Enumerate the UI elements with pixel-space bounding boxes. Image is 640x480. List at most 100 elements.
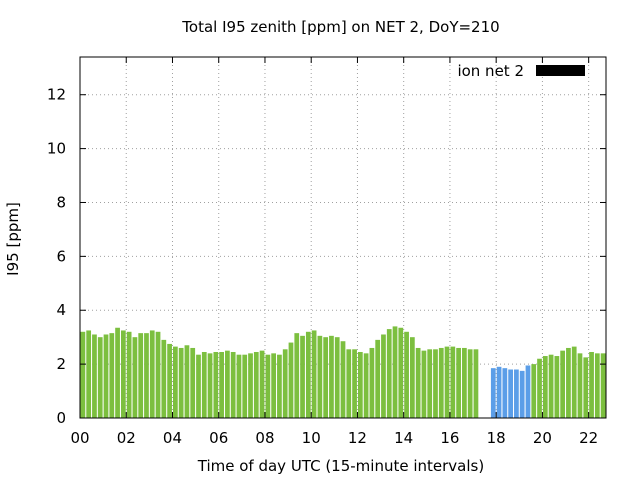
bar bbox=[421, 350, 427, 418]
bar bbox=[537, 358, 542, 418]
bar bbox=[357, 351, 363, 418]
bar bbox=[496, 366, 502, 418]
bar bbox=[386, 329, 392, 418]
grid bbox=[80, 57, 606, 418]
bar bbox=[462, 347, 467, 418]
bar bbox=[554, 356, 560, 418]
bar bbox=[109, 333, 115, 418]
x-tick-label: 14 bbox=[394, 429, 413, 447]
bar bbox=[363, 353, 369, 418]
bar bbox=[294, 333, 300, 418]
bar bbox=[519, 370, 525, 418]
y-axis-label: I95 [ppm] bbox=[4, 202, 22, 276]
bar bbox=[305, 331, 311, 418]
bar bbox=[473, 349, 479, 418]
y-tick-label: 2 bbox=[56, 355, 66, 373]
bar bbox=[346, 349, 352, 418]
y-tick-label: 0 bbox=[56, 409, 66, 427]
x-tick-label: 22 bbox=[579, 429, 598, 447]
bar bbox=[253, 351, 259, 418]
bar bbox=[571, 346, 577, 418]
bar bbox=[201, 351, 207, 418]
bar bbox=[178, 347, 184, 418]
bar bbox=[213, 351, 219, 418]
bar bbox=[323, 337, 329, 418]
bar bbox=[409, 337, 415, 418]
bar bbox=[184, 345, 190, 418]
bar bbox=[149, 330, 155, 418]
x-tick-label: 16 bbox=[440, 429, 459, 447]
bar bbox=[300, 335, 305, 418]
bar bbox=[369, 347, 375, 418]
bar bbox=[514, 369, 519, 418]
bar bbox=[589, 351, 594, 418]
bar bbox=[173, 346, 178, 418]
bar bbox=[259, 350, 265, 418]
bar bbox=[375, 339, 381, 418]
x-tick-label: 06 bbox=[209, 429, 228, 447]
bar bbox=[334, 337, 340, 418]
legend-label: ion net 2 bbox=[457, 62, 524, 80]
bar bbox=[542, 356, 548, 418]
x-tick-label: 02 bbox=[117, 429, 136, 447]
bar bbox=[502, 368, 508, 418]
bar bbox=[167, 343, 172, 418]
y-tick-label: 10 bbox=[47, 140, 66, 158]
y-tick-label: 4 bbox=[56, 301, 66, 319]
plot-frame bbox=[79, 56, 607, 419]
y-tick-label: 6 bbox=[56, 247, 66, 265]
bar bbox=[126, 331, 132, 418]
bar bbox=[600, 353, 606, 418]
bar bbox=[508, 369, 513, 418]
bar bbox=[317, 335, 323, 418]
bar bbox=[577, 353, 583, 418]
bar bbox=[548, 354, 554, 418]
bar bbox=[594, 353, 600, 418]
bar bbox=[248, 353, 253, 418]
bar bbox=[115, 327, 120, 418]
bar bbox=[311, 330, 317, 418]
x-tick-label: 18 bbox=[487, 429, 506, 447]
bar bbox=[120, 330, 126, 418]
y-tick-label: 8 bbox=[56, 193, 66, 211]
bar bbox=[415, 347, 421, 418]
x-tick-label: 00 bbox=[70, 429, 89, 447]
legend: ion net 2 bbox=[457, 62, 585, 80]
x-tick-label: 08 bbox=[255, 429, 274, 447]
bar bbox=[531, 364, 537, 418]
bar bbox=[190, 347, 196, 418]
bar bbox=[155, 331, 161, 418]
y-tick-label: 12 bbox=[47, 86, 66, 104]
bar bbox=[444, 346, 450, 418]
bar bbox=[490, 368, 496, 418]
bars bbox=[80, 326, 606, 418]
bar bbox=[456, 347, 461, 418]
bar bbox=[219, 351, 224, 418]
bar bbox=[525, 365, 531, 418]
bar bbox=[566, 347, 571, 418]
bar bbox=[92, 334, 97, 418]
bar bbox=[144, 333, 149, 418]
bar bbox=[329, 335, 334, 418]
bar bbox=[467, 349, 473, 418]
x-tick-label: 20 bbox=[533, 429, 552, 447]
x-tick-label: 10 bbox=[302, 429, 321, 447]
bar bbox=[242, 354, 248, 418]
legend-swatch bbox=[536, 65, 585, 76]
bar bbox=[236, 354, 242, 418]
bar bbox=[230, 351, 236, 418]
bar bbox=[161, 339, 167, 418]
bar bbox=[352, 349, 357, 418]
bar bbox=[138, 333, 144, 418]
bar bbox=[392, 326, 398, 418]
x-axis-label: Time of day UTC (15-minute intervals) bbox=[197, 457, 484, 475]
bar bbox=[97, 337, 103, 418]
bar bbox=[433, 349, 438, 418]
bar bbox=[381, 334, 386, 418]
bar bbox=[288, 342, 294, 418]
bar bbox=[450, 346, 456, 418]
bar bbox=[265, 354, 271, 418]
bar bbox=[225, 350, 230, 418]
bar bbox=[132, 337, 138, 418]
